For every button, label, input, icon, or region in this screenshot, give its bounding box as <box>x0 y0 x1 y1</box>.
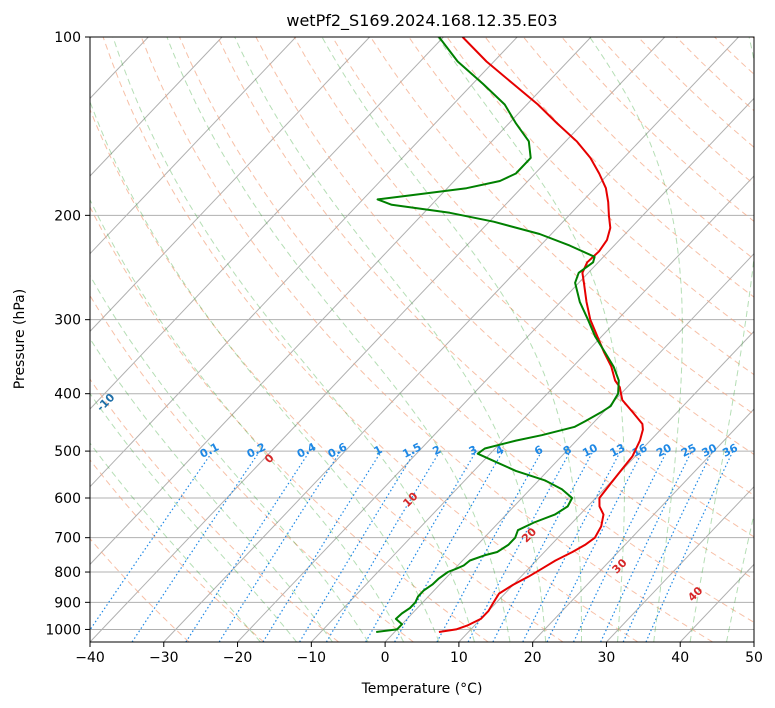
x-tick-label: −40 <box>75 650 105 666</box>
dewpoint-profile-line <box>376 37 620 633</box>
mixing-ratio-label: 13 <box>608 441 628 460</box>
axes: −40 −30 −20 −10 0 10 20 30 40 50 100 200 300 400 500 60… <box>45 30 763 666</box>
isotherm-line <box>90 37 223 177</box>
moist-adiabat-line <box>112 37 475 642</box>
dry-adiabat-line <box>255 37 754 538</box>
temperature-profile-line <box>438 37 644 633</box>
mixing-ratio-label: 30 <box>700 441 720 460</box>
mixing-ratio-line <box>131 450 261 642</box>
dry-adiabat-line <box>408 37 754 376</box>
x-tick-label: 0 <box>381 650 390 666</box>
isotherm-line <box>90 37 592 566</box>
y-tick-label: 100 <box>54 30 81 46</box>
y-tick-label: 800 <box>54 565 81 581</box>
moist-adiabat-line <box>589 37 683 642</box>
isotherm-line <box>384 252 754 642</box>
y-axis-label: Pressure (hPa) <box>12 289 28 389</box>
y-tick-label: 500 <box>54 444 81 460</box>
moist-adiabat-line <box>726 512 754 642</box>
y-tick-label: 900 <box>54 595 81 611</box>
isotherm-line <box>90 37 518 488</box>
dry-adiabat-line <box>90 459 265 642</box>
mixing-ratio-line <box>522 450 622 642</box>
y-tick-label: 300 <box>54 313 81 329</box>
isotherm-line <box>90 37 371 333</box>
dry-adiabat-line <box>179 37 754 623</box>
moist-adiabat-line <box>234 37 547 642</box>
y-tick-label: 400 <box>54 387 81 403</box>
moist-adiabat-line <box>90 337 333 642</box>
isotherm-line <box>458 330 754 642</box>
mixing-ratio-line <box>436 450 543 642</box>
profile-lines <box>376 37 644 633</box>
mixing-ratio-line <box>262 450 382 642</box>
mixing-ratio-line <box>218 450 342 642</box>
dry-adiabat-line <box>140 37 713 642</box>
x-tick-label: −10 <box>297 650 327 666</box>
moist-adiabat-line <box>321 37 582 642</box>
mixing-ratio-line <box>394 450 504 642</box>
mixing-ratio-label: 25 <box>679 441 699 460</box>
mixing-ratio-line <box>467 450 571 642</box>
y-tick-label: 600 <box>54 491 81 507</box>
x-tick-label: 50 <box>745 650 763 666</box>
mixing-ratio-line <box>90 450 214 631</box>
dry-adiabat-line <box>331 37 754 455</box>
mixing-ratio-label: 20 <box>654 441 674 460</box>
x-tick-label: 40 <box>671 650 689 666</box>
isotherm-line <box>90 37 444 410</box>
y-tick-label: 1000 <box>45 622 81 638</box>
mixing-ratio-line <box>299 450 416 642</box>
dry-adiabat-line <box>90 294 414 642</box>
moist-adiabat-line <box>90 392 297 642</box>
y-tick-label: 200 <box>54 208 81 224</box>
isotherm-line <box>237 97 754 642</box>
dry-adiabat-line <box>102 37 639 642</box>
chart-title: wetPf2_S169.2024.168.12.35.E03 <box>286 11 557 31</box>
isotherm-line <box>606 485 754 642</box>
isotherm-line <box>163 37 739 642</box>
isotherm-line <box>532 408 754 642</box>
isotherm-line <box>90 37 666 642</box>
mixing-ratio-label: 10 <box>580 441 600 460</box>
mixing-ratio-line <box>645 450 734 642</box>
dry-adiabat-line <box>293 37 754 496</box>
dry-adiabat-line <box>217 37 754 580</box>
dry-adiabat-line <box>90 537 190 642</box>
mixing-ratio-label: 36 <box>720 441 740 460</box>
x-tick-label: −20 <box>223 650 253 666</box>
x-tick-label: −30 <box>149 650 179 666</box>
mixing-ratio-line <box>572 450 668 642</box>
mixing-ratio-line <box>546 450 644 642</box>
plot-frame <box>89 36 755 643</box>
x-tick-label: 30 <box>598 650 616 666</box>
moist-adiabat-line <box>90 274 369 642</box>
x-axis-label: Temperature (°C) <box>361 681 483 697</box>
x-tick-label: 10 <box>450 650 468 666</box>
moist-adiabat-line <box>689 37 754 642</box>
moist-adiabat-line <box>90 198 405 642</box>
mixing-ratio-label: 16 <box>630 441 650 460</box>
moist-adiabat-line <box>166 37 511 642</box>
mixing-ratio-line <box>185 450 311 642</box>
dry-adiabat-line <box>90 205 489 642</box>
y-tick-label: 700 <box>54 531 81 547</box>
x-tick-label: 20 <box>524 650 542 666</box>
moist-adiabat-line <box>90 100 440 642</box>
isotherm-line <box>90 37 297 255</box>
dry-adiabat-line <box>90 108 564 642</box>
